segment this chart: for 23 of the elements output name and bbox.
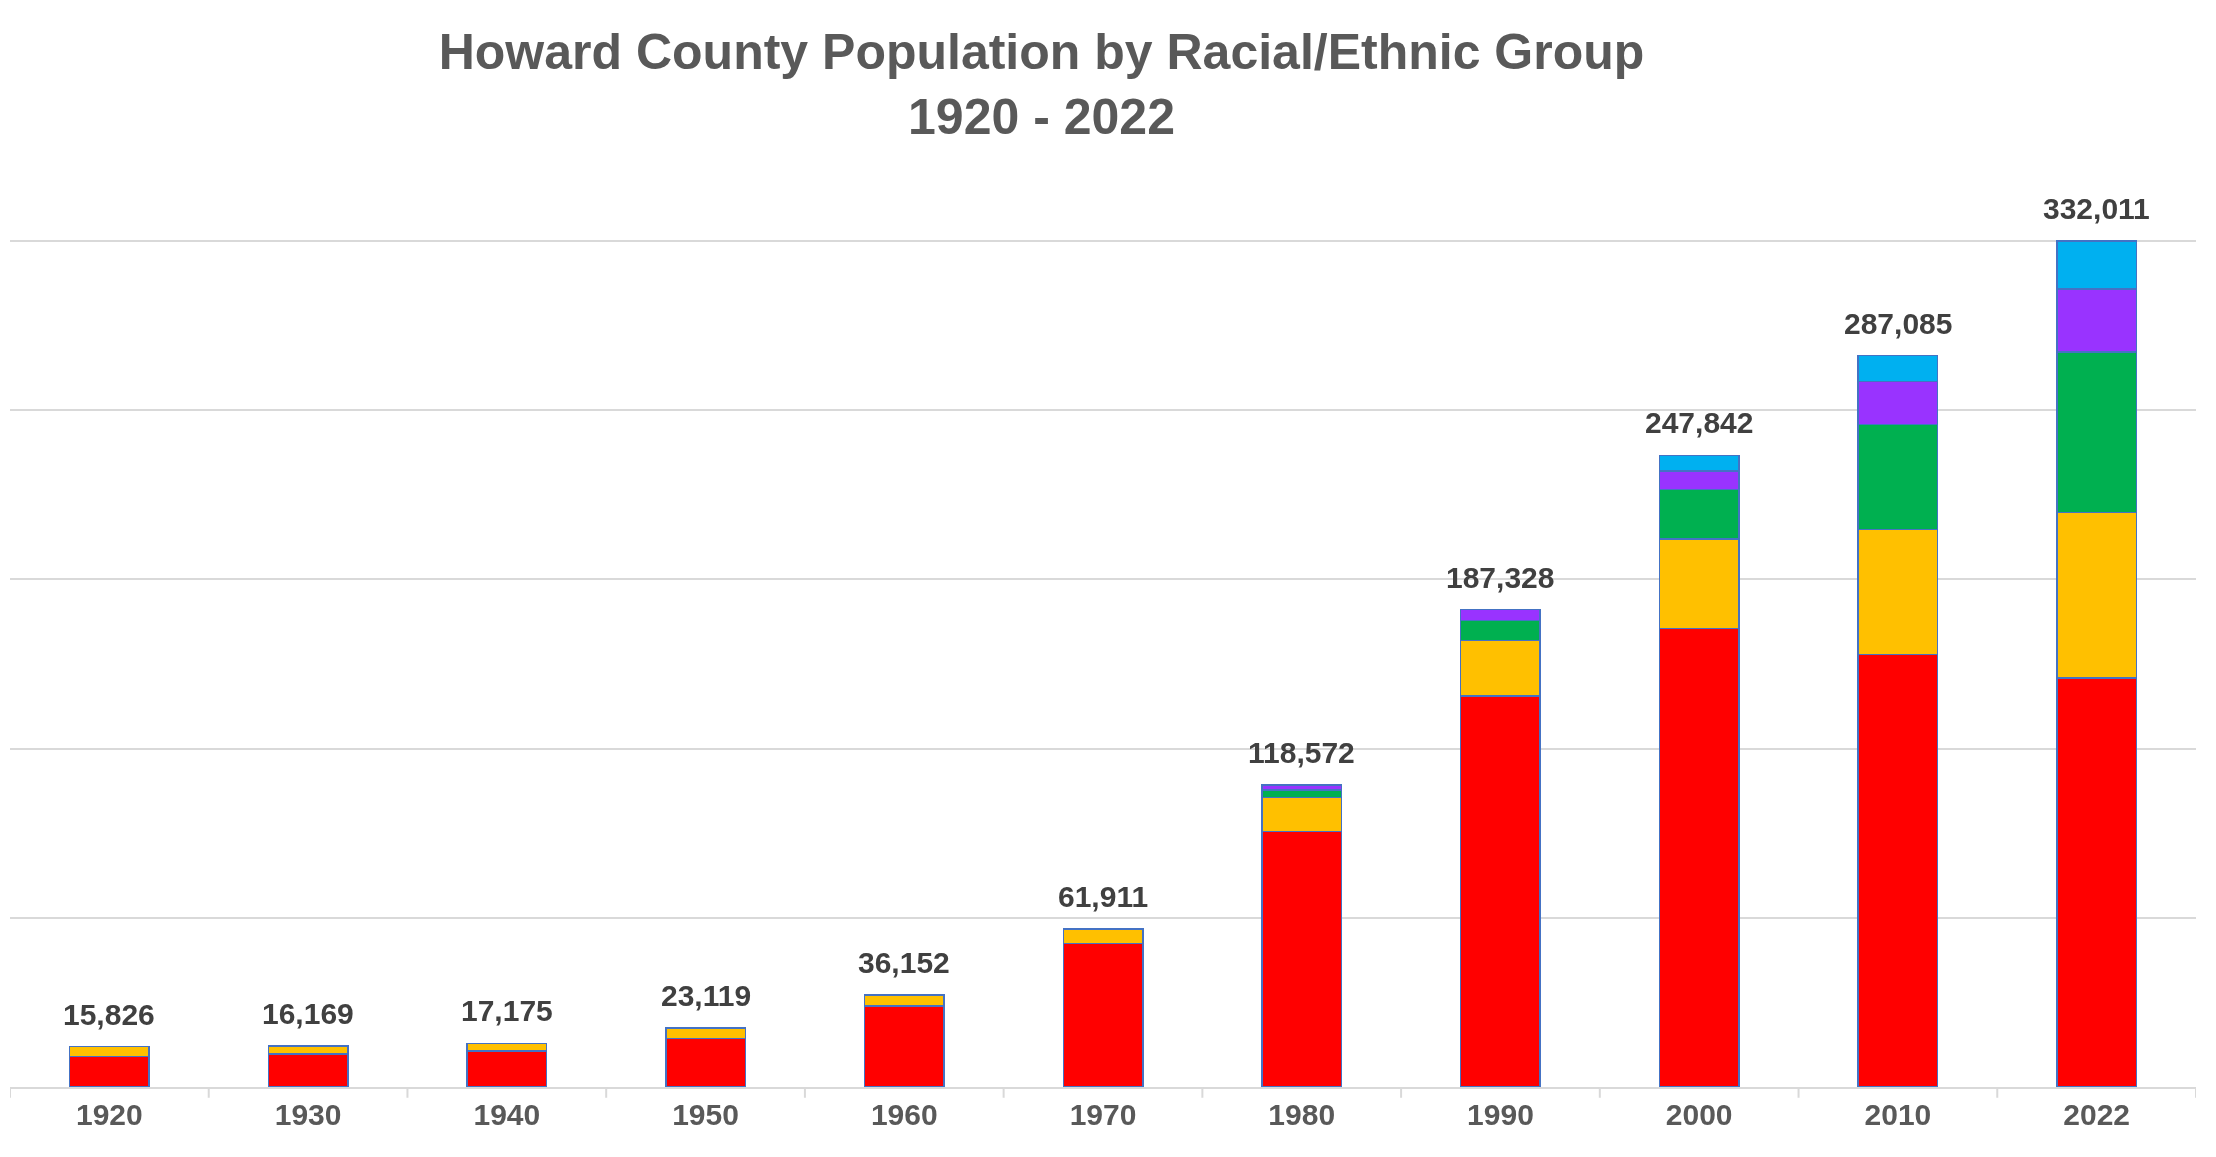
- x-tick-label: 1970: [1069, 1098, 1137, 1131]
- x-tick-label: 2022: [2063, 1098, 2131, 1131]
- x-tick-label: 2010: [1864, 1098, 1932, 1131]
- x-tick-label: 1990: [1467, 1098, 1534, 1131]
- annotation: 23,119: [661, 979, 752, 1012]
- x-tick-label: 1950: [672, 1098, 739, 1131]
- chart-title: Howard County Population by Racial/Ethnic Group 1920 - 2022: [438, 24, 1645, 146]
- annotation: 61,911: [1058, 880, 1149, 913]
- annotation: 17,175: [461, 994, 553, 1027]
- annotation: 287,085: [1844, 307, 1953, 340]
- x-tick-label: 1980: [1268, 1098, 1336, 1131]
- x-tick-label: 1940: [473, 1098, 541, 1131]
- x-tick-label: 1930: [274, 1098, 342, 1131]
- annotation: 187,328: [1446, 561, 1555, 594]
- annotation: 36,152: [858, 946, 950, 979]
- annotation: 118,572: [1248, 736, 1355, 769]
- x-tick-label: 1920: [75, 1098, 143, 1131]
- annotation: 332,011: [2043, 192, 2150, 225]
- annotation: 15,826: [63, 998, 155, 1031]
- x-tick-label: 2000: [1665, 1098, 1733, 1131]
- x-tick-label: 1960: [870, 1098, 938, 1131]
- annotation: 16,169: [262, 997, 354, 1030]
- annotation: 247,842: [1645, 406, 1754, 439]
